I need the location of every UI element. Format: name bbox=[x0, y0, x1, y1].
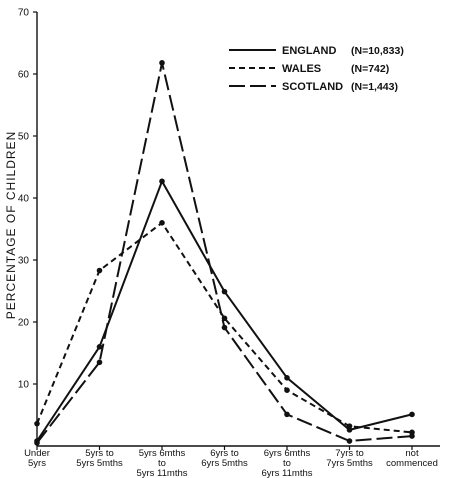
y-tick-label: 10 bbox=[18, 380, 30, 391]
y-axis-label: PERCENTAGE OF CHILDREN bbox=[4, 131, 18, 319]
legend-count-scotland: (N=1,443) bbox=[351, 81, 398, 93]
y-tick-label: 50 bbox=[18, 132, 30, 143]
data-point-england bbox=[96, 344, 103, 350]
x-tick-label: 6yrs 6mths to 6yrs 11mths bbox=[261, 448, 312, 478]
data-point-england bbox=[409, 411, 415, 418]
series-line-england bbox=[36, 180, 413, 442]
y-tick-label: 20 bbox=[18, 318, 30, 329]
y-tick-label: 60 bbox=[18, 70, 30, 81]
data-point-wales bbox=[34, 420, 40, 427]
data-point-wales bbox=[96, 267, 103, 274]
series-line-scotland bbox=[36, 61, 413, 444]
legend: ENGLAND (N=10,833) WALES (N=742) SCOTLAND (N=… bbox=[229, 45, 404, 93]
data-point-scotland bbox=[159, 60, 165, 66]
x-tick-label: 6yrs to 6yrs 5mths bbox=[201, 448, 248, 469]
legend-label-wales: WALES bbox=[282, 63, 321, 75]
legend-count-england: (N=10,833) bbox=[351, 45, 404, 57]
data-point-england bbox=[159, 178, 165, 185]
x-tick-label: not commenced bbox=[386, 448, 438, 469]
y-tick-label: 40 bbox=[18, 194, 30, 205]
data-point-scotland bbox=[284, 411, 290, 418]
data-point-wales bbox=[284, 387, 290, 394]
data-point-england bbox=[221, 288, 228, 295]
data-point-england bbox=[284, 375, 290, 381]
legend-count-wales: (N=742) bbox=[351, 63, 389, 75]
x-tick-label: 5yrs 6mths to 5yrs 11mths bbox=[136, 448, 187, 478]
y-tick-label: 30 bbox=[18, 256, 30, 267]
chart-marks bbox=[34, 60, 415, 446]
x-tick-label: 5yrs to 5yrs 5mths bbox=[76, 448, 123, 469]
data-point-scotland bbox=[346, 438, 353, 444]
data-point-wales bbox=[159, 220, 165, 226]
legend-label-scotland: SCOTLAND bbox=[282, 81, 343, 93]
data-point-wales bbox=[346, 423, 353, 429]
data-point-scotland bbox=[34, 440, 40, 446]
axes: 10 20 30 40 50 60 70 Under 5yrs 5yrs to 5yrs 5mths… bbox=[18, 8, 440, 478]
data-point-scotland bbox=[221, 324, 228, 331]
x-tick-label: 7yrs to 7yrs 5mths bbox=[326, 448, 373, 469]
data-point-wales bbox=[221, 315, 228, 322]
legend-label-england: ENGLAND bbox=[282, 45, 336, 57]
data-point-scotland bbox=[96, 359, 103, 366]
x-tick-label: Under 5yrs bbox=[24, 448, 50, 469]
y-tick-label: 70 bbox=[18, 8, 30, 19]
data-point-scotland bbox=[409, 433, 415, 439]
